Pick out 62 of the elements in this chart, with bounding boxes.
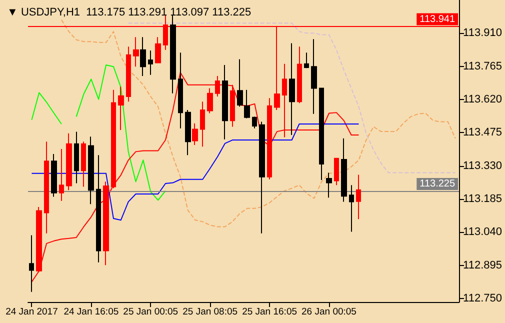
candlestick	[341, 138, 347, 202]
candlestick	[207, 88, 213, 114]
candlestick	[140, 36, 146, 76]
candlestick	[81, 141, 86, 188]
candlestick	[29, 234, 34, 292]
y-tick-label: 113.475	[463, 126, 502, 139]
x-tick-label: 24 Jan 16:05	[64, 306, 119, 318]
y-tick-label: 112.895	[463, 259, 502, 272]
y-tick-label: 112.750	[463, 292, 502, 305]
x-tick-label: 24 Jan 2017	[6, 306, 58, 318]
candlestick	[267, 98, 272, 180]
y-tick-label: 113.330	[463, 160, 502, 172]
candlestick	[259, 121, 265, 234]
candlestick	[215, 75, 220, 98]
candlestick	[200, 101, 205, 148]
candlestick	[96, 154, 101, 263]
line-series	[128, 22, 456, 174]
y-tick-label: 113.040	[463, 226, 502, 238]
candlestick	[44, 141, 49, 234]
ref-line-label: 113.225	[420, 178, 456, 190]
candlestick	[237, 58, 243, 108]
line-series	[31, 124, 360, 221]
candlestick	[319, 88, 324, 181]
x-tick-label: 25 Jan 00:05	[123, 306, 178, 318]
candlestick	[178, 52, 183, 129]
y-tick-label: 113.185	[463, 193, 502, 206]
candlestick	[349, 184, 354, 232]
candlestick	[88, 136, 94, 205]
candlestick	[103, 181, 109, 266]
candlestick	[148, 50, 153, 76]
candlestick	[289, 42, 295, 136]
candlestick	[185, 110, 191, 156]
x-tick-label: 25 Jan 08:05	[182, 306, 238, 318]
candlestick	[252, 116, 257, 129]
y-tick-label: 113.765	[463, 60, 502, 72]
text: ▼ USDJPY,H1 113.175 113.291 113.097 113.225	[7, 6, 252, 18]
candlestick	[334, 158, 339, 186]
candlestick	[111, 89, 116, 189]
candlestick	[133, 36, 139, 68]
candlestick	[74, 131, 79, 184]
y-tick-label: 113.620	[463, 94, 502, 106]
candlestick	[66, 132, 72, 191]
candlestick	[311, 38, 317, 114]
candlestick	[155, 36, 161, 64]
candlestick	[126, 46, 131, 102]
candlestick	[244, 89, 250, 119]
candlestick	[51, 153, 57, 198]
x-tick-label: 25 Jan 16:05	[242, 306, 298, 318]
candlestick	[222, 64, 228, 140]
candlestick	[297, 46, 302, 104]
candlestick	[326, 172, 332, 198]
x-tick-label: 26 Jan 00:05	[302, 306, 356, 318]
candlestick	[192, 122, 198, 146]
candlestick	[36, 206, 42, 273]
y-tick-label: 113.910	[463, 27, 502, 40]
ref-line-label: 113.941	[420, 14, 456, 25]
candlestick	[230, 84, 235, 128]
candlestick	[170, 14, 176, 94]
candlestick	[118, 86, 124, 130]
candlestick	[356, 174, 361, 220]
candlestick	[304, 52, 309, 69]
candlestick	[59, 148, 64, 202]
